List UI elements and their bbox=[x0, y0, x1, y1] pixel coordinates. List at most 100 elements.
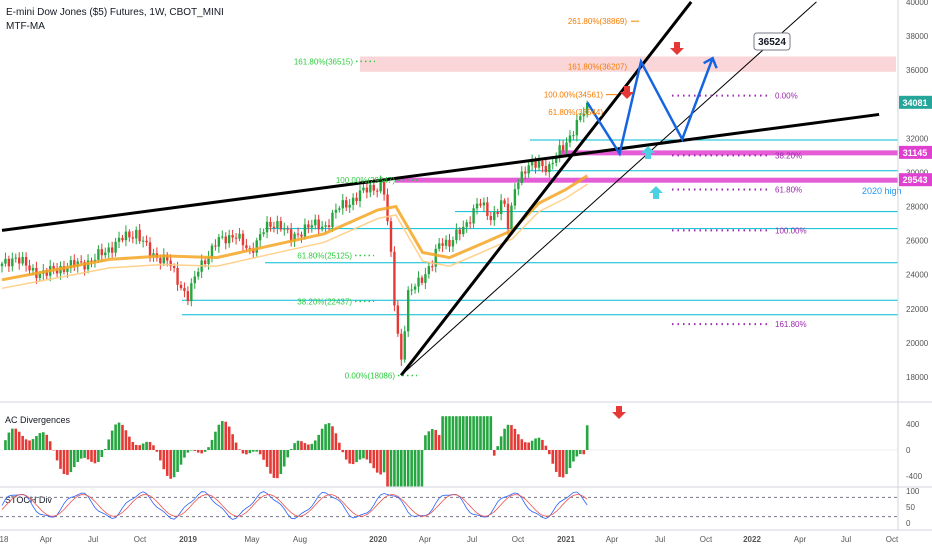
y-tick-label: 28000 bbox=[906, 203, 929, 212]
candle-body bbox=[121, 237, 124, 241]
ac-bar bbox=[513, 428, 517, 450]
candle-body bbox=[100, 249, 104, 256]
ac-bar bbox=[282, 450, 286, 467]
ac-bar bbox=[152, 445, 155, 450]
ac-bar bbox=[128, 436, 131, 450]
ac-bar bbox=[506, 424, 510, 450]
ac-bar bbox=[472, 416, 475, 450]
candle-body bbox=[314, 219, 317, 226]
x-tick-label: Oct bbox=[886, 535, 899, 544]
candle-body bbox=[279, 221, 283, 230]
candle-body bbox=[128, 231, 131, 238]
stoch-pane-title: STOCH Div bbox=[5, 495, 52, 505]
candle-body bbox=[66, 268, 69, 272]
ac-bar bbox=[575, 450, 579, 457]
ac-bar bbox=[86, 450, 90, 460]
ac-bar bbox=[251, 450, 255, 452]
candle-body bbox=[186, 291, 190, 302]
candle-body bbox=[193, 276, 196, 284]
fib-extension-label: 161.80%(36207) bbox=[568, 63, 627, 72]
ac-divergences-pane[interactable]: AC Divergences bbox=[0, 406, 898, 487]
ac-bar bbox=[434, 430, 438, 450]
ac-bar bbox=[310, 443, 314, 450]
chart-header: E-mini Dow Jones ($5) Futures, 1W, CBOT_… bbox=[6, 6, 224, 34]
ac-bar bbox=[210, 439, 214, 450]
fib-extension-label: 261.80%(38869) bbox=[568, 17, 627, 26]
ac-bar bbox=[510, 425, 513, 450]
ac-bar bbox=[258, 450, 262, 455]
candle-body bbox=[520, 171, 523, 183]
fib-level-label: 161.80%(36515) bbox=[294, 57, 353, 66]
ac-bar bbox=[320, 428, 324, 450]
candle-body bbox=[24, 256, 28, 266]
candle-body bbox=[561, 145, 565, 151]
ac-bar bbox=[269, 450, 272, 474]
ac-bar bbox=[31, 439, 35, 450]
candle-body bbox=[324, 225, 327, 227]
ac-bar bbox=[537, 437, 541, 450]
candle-body bbox=[296, 233, 300, 235]
ac-bar bbox=[90, 450, 93, 462]
price-label: 29543 bbox=[902, 175, 927, 185]
ac-bar bbox=[486, 416, 489, 450]
candle-body bbox=[110, 247, 114, 253]
ac-bar bbox=[372, 450, 376, 469]
candle-body bbox=[389, 221, 393, 252]
ac-bar bbox=[403, 450, 407, 487]
ac-bar bbox=[496, 446, 499, 450]
candle-body bbox=[283, 228, 286, 230]
ac-bar bbox=[103, 449, 107, 450]
price-pane[interactable]: 36524 161.80%(36515) 100.00%(29547) 61.80%(… bbox=[0, 0, 902, 381]
candle-body bbox=[210, 245, 214, 258]
candle-body bbox=[55, 268, 59, 274]
x-tick-label: 2019 bbox=[179, 535, 197, 544]
candle-body bbox=[582, 113, 585, 117]
ac-bar bbox=[579, 450, 582, 455]
ac-bar bbox=[427, 431, 431, 450]
candle-body bbox=[410, 289, 413, 291]
y-tick-label: 38000 bbox=[906, 32, 929, 41]
ac-bar bbox=[293, 443, 296, 450]
ac-bar bbox=[358, 450, 362, 460]
candle-body bbox=[73, 260, 76, 267]
candle-body bbox=[331, 212, 334, 228]
ac-bar bbox=[527, 442, 530, 450]
candle-body bbox=[320, 226, 324, 230]
ac-bar bbox=[93, 450, 97, 464]
price-label: 34081 bbox=[902, 98, 927, 108]
candle-body bbox=[362, 187, 365, 191]
candle-body bbox=[90, 260, 93, 262]
ac-bar bbox=[190, 450, 193, 451]
candle-body bbox=[114, 241, 117, 253]
y-tick-label: 22000 bbox=[906, 305, 929, 314]
candle-body bbox=[14, 257, 17, 259]
ac-bar bbox=[303, 443, 307, 450]
candle-body bbox=[496, 211, 499, 215]
candle-body bbox=[241, 233, 245, 246]
ac-bar bbox=[45, 434, 49, 450]
y-tick-label: 18000 bbox=[906, 373, 929, 382]
ac-bar bbox=[107, 439, 111, 450]
ac-bar bbox=[534, 438, 537, 450]
candle-body bbox=[489, 216, 493, 221]
candle-body bbox=[338, 208, 341, 210]
candle-body bbox=[555, 156, 558, 163]
ac-bar bbox=[296, 440, 300, 450]
candle-body bbox=[207, 257, 210, 265]
candle-body bbox=[11, 258, 14, 267]
stoch-div-pane[interactable]: STOCH Div bbox=[0, 491, 898, 520]
ac-bar bbox=[455, 416, 458, 450]
candle-body bbox=[217, 237, 221, 247]
x-tick-label: 2020 bbox=[369, 535, 387, 544]
ac-bar bbox=[565, 450, 568, 475]
ac-bar bbox=[79, 450, 83, 459]
candle-body bbox=[551, 162, 554, 165]
ac-bar bbox=[262, 450, 265, 460]
fib-level-label: 61.80%(25125) bbox=[297, 252, 352, 261]
ac-bar bbox=[35, 436, 38, 450]
candle-body bbox=[334, 209, 338, 213]
candle-body bbox=[221, 236, 224, 238]
candle-body bbox=[317, 219, 320, 230]
x-tick-label: Apr bbox=[419, 535, 432, 544]
